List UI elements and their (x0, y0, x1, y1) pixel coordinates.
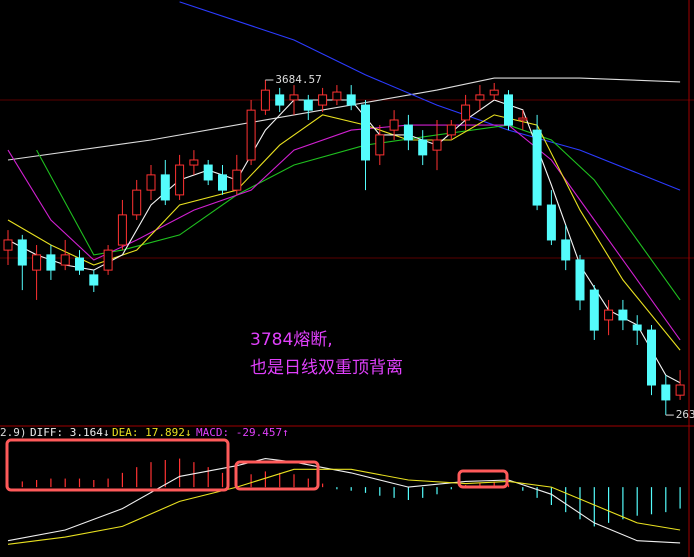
diff-value: DIFF: 3.164↓ (30, 426, 109, 439)
line-series (7, 468, 681, 545)
line-series (179, 1, 681, 191)
candle-body (3, 239, 13, 251)
candle-body (675, 384, 685, 396)
candle-body (661, 384, 671, 401)
candle-body (389, 119, 399, 131)
candle-body (318, 94, 328, 106)
candle-body (361, 104, 370, 161)
dea-value: DEA: 17.892↓ (112, 426, 191, 439)
candle-body (504, 94, 513, 126)
candle-body (418, 139, 428, 156)
candle-body (146, 174, 156, 191)
candle-body (403, 124, 413, 141)
candle-body (103, 249, 113, 271)
candle-body (461, 104, 471, 121)
candle-body (532, 129, 542, 206)
candle-body (117, 214, 127, 246)
candle-body (618, 309, 628, 321)
candle-body (17, 239, 27, 266)
annotation: 也是日线双重顶背离 (250, 358, 403, 378)
candle-body (46, 254, 56, 271)
annotation: 3784熔断, (250, 330, 333, 350)
candle-body (175, 164, 185, 196)
peak-label: 3684.57 (275, 73, 321, 86)
candle-body (32, 254, 42, 271)
candle-body (75, 257, 84, 271)
candle-body (132, 189, 142, 216)
candle-body (332, 91, 342, 101)
candle-body (589, 289, 599, 331)
candle-body (375, 134, 385, 156)
candle-body (647, 329, 656, 386)
candle-body (275, 94, 285, 106)
candle-body (189, 159, 199, 166)
macd-value: MACD: -29.457↑ (196, 426, 289, 439)
line-series (7, 114, 681, 351)
candle-body (346, 94, 356, 106)
price-panel: 3684.57 2638.3 (3, 1, 694, 421)
highlight-box (234, 460, 320, 491)
candle-body (561, 239, 571, 261)
candle-body (203, 164, 213, 181)
candle-body (60, 254, 70, 266)
highlight-box (457, 469, 509, 489)
candle-body (260, 89, 270, 111)
candle-body (546, 204, 556, 241)
candle-body (218, 174, 227, 191)
candle-body (89, 274, 99, 286)
candle-body (475, 94, 485, 101)
candle-body (160, 174, 170, 201)
candle-body (432, 139, 442, 151)
candle-body (303, 99, 313, 111)
candle-body (604, 309, 614, 321)
candle-body (446, 124, 456, 136)
candle-body (489, 89, 499, 96)
candle-body (575, 259, 585, 301)
line-series (7, 77, 681, 161)
macd-param: 2.9) (0, 426, 27, 439)
candle-body (289, 94, 299, 101)
highlight-box (5, 438, 230, 492)
candle-body (632, 324, 642, 331)
line-series (7, 458, 681, 544)
candle-body (246, 109, 256, 161)
candle-body (232, 169, 242, 191)
low-label: 2638.3 (676, 408, 694, 421)
candle-body (518, 117, 528, 121)
